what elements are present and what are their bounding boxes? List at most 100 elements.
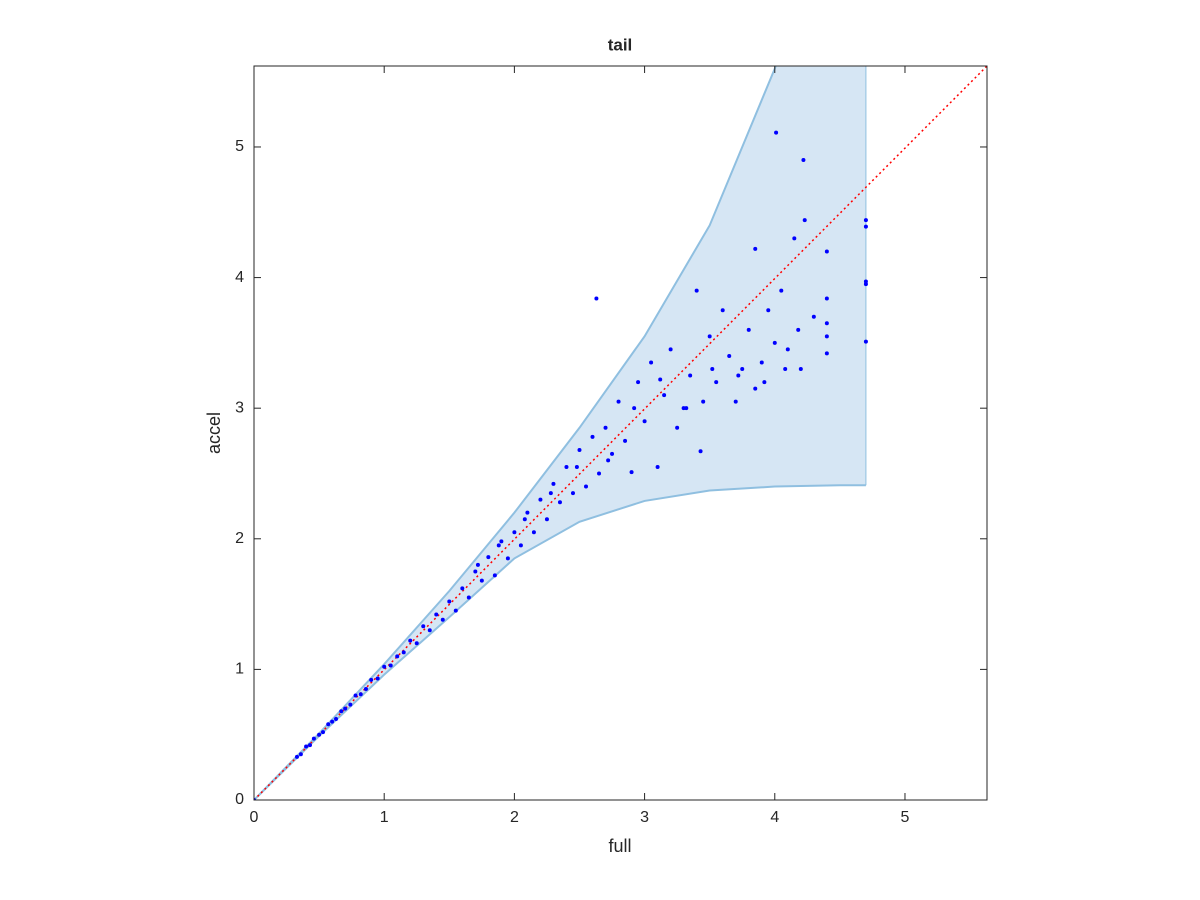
chart-title: tail: [608, 35, 633, 54]
point: [792, 236, 797, 241]
point: [304, 744, 309, 749]
point: [662, 393, 667, 398]
point: [668, 347, 673, 352]
point: [801, 158, 806, 163]
plot-area: [254, 66, 987, 800]
y-tick-label: 0: [235, 791, 244, 808]
point: [863, 224, 868, 229]
point: [785, 347, 790, 352]
point: [525, 510, 530, 515]
band-area: [254, 66, 866, 800]
point: [772, 340, 777, 345]
point: [759, 360, 764, 365]
point: [623, 438, 628, 443]
point: [460, 586, 465, 591]
point: [753, 246, 758, 251]
point: [774, 130, 779, 135]
point: [382, 664, 387, 669]
point: [694, 288, 699, 293]
point: [321, 730, 326, 735]
point: [688, 373, 693, 378]
point: [505, 556, 510, 561]
point: [574, 464, 579, 469]
point: [551, 481, 556, 486]
point: [447, 599, 452, 604]
point: [762, 380, 767, 385]
axes-box: [253, 65, 988, 801]
point: [294, 754, 299, 759]
point: [358, 692, 363, 697]
x-axis-label: full: [608, 836, 631, 856]
point: [606, 458, 611, 463]
x-tick-label: 4: [770, 809, 779, 826]
point: [512, 530, 517, 535]
point: [649, 360, 654, 365]
point: [496, 543, 501, 548]
y-tick-label: 3: [235, 399, 244, 416]
point: [475, 562, 480, 567]
point: [427, 628, 432, 633]
x-tick-label: 1: [380, 809, 389, 826]
point: [570, 491, 575, 496]
y-tick-label: 2: [235, 530, 244, 547]
point: [583, 484, 588, 489]
point: [753, 386, 758, 391]
point: [375, 676, 380, 681]
point: [564, 464, 569, 469]
point: [811, 314, 816, 319]
point: [408, 638, 413, 643]
y-tick-label: 1: [235, 661, 244, 678]
y-tick-label: 5: [235, 138, 244, 155]
point: [802, 218, 807, 223]
point: [538, 497, 543, 502]
point: [522, 517, 527, 522]
point: [824, 351, 829, 356]
point: [334, 717, 339, 722]
point: [353, 693, 358, 698]
point: [434, 612, 439, 617]
point: [499, 539, 504, 544]
point: [675, 425, 680, 430]
point: [339, 709, 344, 714]
point: [796, 327, 801, 332]
point: [421, 624, 426, 629]
point: [298, 752, 303, 757]
band-lower: [254, 484, 866, 800]
point: [655, 464, 660, 469]
point: [548, 491, 553, 496]
point: [766, 308, 771, 313]
point: [783, 367, 788, 372]
point: [746, 327, 751, 332]
point: [544, 517, 549, 522]
point: [343, 706, 348, 711]
point: [629, 470, 634, 475]
point: [317, 732, 322, 737]
point: [369, 677, 374, 682]
point: [779, 288, 784, 293]
point: [616, 399, 621, 404]
point: [863, 279, 868, 284]
point: [698, 449, 703, 454]
point: [473, 569, 478, 574]
point: [733, 399, 738, 404]
point: [603, 425, 608, 430]
ticks: 0 1 2 3 4 5 0 1 2 3 4 5: [235, 66, 987, 826]
point: [658, 377, 663, 382]
point: [557, 500, 562, 505]
band-upper: [254, 66, 777, 800]
x-tick-label: 2: [510, 809, 519, 826]
point: [577, 447, 582, 452]
point: [311, 736, 316, 741]
point: [642, 419, 647, 424]
point: [714, 380, 719, 385]
x-tick-label: 3: [640, 809, 649, 826]
x-tick-label: 0: [250, 809, 259, 826]
point: [466, 595, 471, 600]
point: [740, 367, 745, 372]
point: [363, 686, 368, 691]
y-tick-label: 4: [235, 269, 244, 286]
point: [388, 663, 393, 668]
point: [720, 308, 725, 313]
point: [453, 608, 458, 613]
point: [330, 719, 335, 724]
